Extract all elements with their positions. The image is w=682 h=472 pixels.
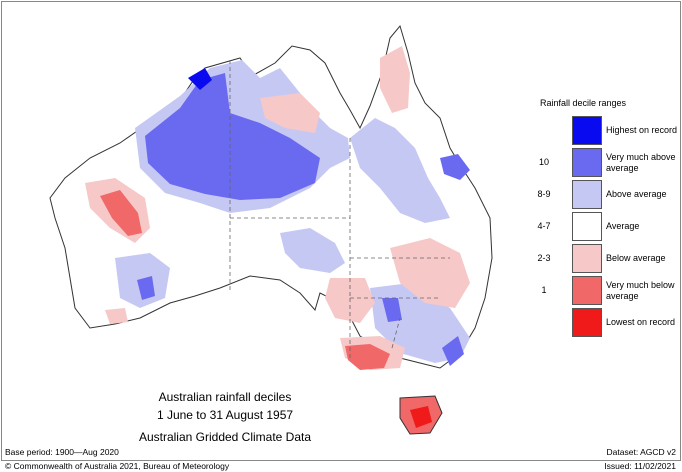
- legend-swatch: [572, 212, 602, 241]
- legend-label: Below average: [606, 253, 666, 263]
- base-period: Base period: 1900—Aug 2020: [5, 447, 119, 457]
- legend-item-very-much-above: 10 Very much above average: [532, 148, 677, 178]
- legend-swatch: [572, 148, 602, 177]
- legend-item-above: 8-9 Above average: [532, 180, 677, 210]
- region-very-much-above-average-sa: [382, 298, 402, 322]
- legend-item-very-much-below: 1 Very much below average: [532, 276, 677, 306]
- region-above-average-central: [280, 228, 345, 273]
- legend-label: Lowest on record: [606, 317, 676, 327]
- legend-swatch: [572, 276, 602, 305]
- legend-label: Above average: [606, 189, 667, 199]
- region-below-average-nsw: [390, 238, 470, 308]
- legend-swatch: [572, 116, 602, 145]
- copyright: © Commonwealth of Australia 2021, Bureau…: [5, 461, 230, 471]
- region-very-much-above-average-west: [137, 276, 155, 300]
- map-title-line-1: Australian rainfall deciles: [158, 390, 292, 404]
- legend-decile: 1: [541, 285, 547, 295]
- legend-swatch: [572, 244, 602, 273]
- region-above-average-qld: [350, 118, 450, 223]
- region-highest-on-record: [188, 68, 212, 90]
- region-very-much-below-average-victoria: [345, 344, 390, 370]
- region-below-average-qld-north: [380, 46, 410, 113]
- legend-item-average: 4-7 Average: [532, 212, 677, 242]
- state-borders: [229, 60, 450, 358]
- legend-item-lowest: Lowest on record: [532, 308, 677, 338]
- dataset-label: Dataset: AGCD v2: [606, 447, 676, 457]
- legend-decile: 8-9: [537, 189, 551, 199]
- australia-rainfall-map: [49, 24, 493, 435]
- legend-decile: 4-7: [537, 221, 551, 231]
- region-very-much-below-average-wa: [100, 190, 142, 236]
- legend-item-highest: Highest on record: [532, 116, 677, 146]
- legend-label: Highest on record: [606, 125, 678, 135]
- legend-swatch: [572, 180, 602, 209]
- legend-label: Very much below average: [606, 279, 675, 301]
- map-title-line-3: Australian Gridded Climate Data: [138, 430, 312, 444]
- legend-label: Very much above average: [606, 151, 676, 173]
- region-very-much-above-average-qld: [440, 154, 470, 180]
- issued-date: Issued: 11/02/2021: [604, 461, 676, 471]
- map-title-line-2: 1 June to 31 August 1957: [156, 408, 294, 422]
- region-very-much-above-average-north: [145, 73, 320, 200]
- legend-swatch: [572, 308, 602, 337]
- legend-label: Average: [606, 221, 640, 231]
- legend-decile: 10: [538, 157, 549, 167]
- region-below-average-south-wa: [105, 308, 128, 324]
- legend-decile: 2-3: [537, 253, 551, 263]
- tasmania-lowest: [410, 406, 432, 428]
- region-very-much-above-average-east: [442, 336, 464, 366]
- legend-title: Rainfall decile ranges: [540, 98, 627, 108]
- legend-item-below: 2-3 Below average: [532, 244, 677, 274]
- region-below-average-qld-central: [260, 93, 320, 133]
